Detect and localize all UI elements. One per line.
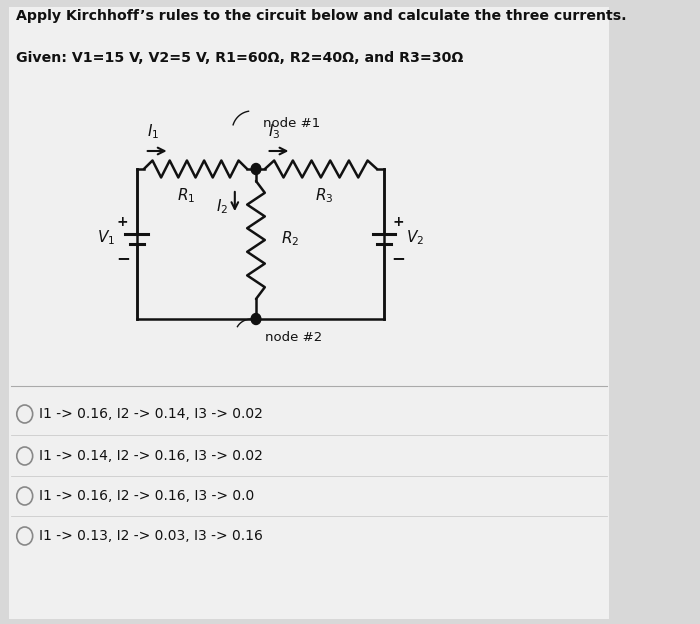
Circle shape xyxy=(251,163,261,175)
Text: Given: V1=15 V, V2=5 V, R1=60Ω, R2=40Ω, and R3=30Ω: Given: V1=15 V, V2=5 V, R1=60Ω, R2=40Ω, … xyxy=(16,51,463,65)
Text: +: + xyxy=(392,215,404,229)
Text: $R_3$: $R_3$ xyxy=(315,186,334,205)
Text: $I_1$: $I_1$ xyxy=(146,122,159,141)
Text: I1 -> 0.16, I2 -> 0.16, I3 -> 0.0: I1 -> 0.16, I2 -> 0.16, I3 -> 0.0 xyxy=(38,489,254,503)
Text: I1 -> 0.13, I2 -> 0.03, I3 -> 0.16: I1 -> 0.13, I2 -> 0.03, I3 -> 0.16 xyxy=(38,529,262,543)
Text: $V_2$: $V_2$ xyxy=(406,228,424,247)
Text: node #1: node #1 xyxy=(263,117,321,130)
Text: Apply Kirchhoff’s rules to the circuit below and calculate the three currents.: Apply Kirchhoff’s rules to the circuit b… xyxy=(16,9,626,23)
Text: $I_2$: $I_2$ xyxy=(216,197,228,216)
Text: −: − xyxy=(391,249,405,267)
Text: $I_3$: $I_3$ xyxy=(268,122,281,141)
Circle shape xyxy=(251,313,261,324)
Text: I1 -> 0.14, I2 -> 0.16, I3 -> 0.02: I1 -> 0.14, I2 -> 0.16, I3 -> 0.02 xyxy=(38,449,262,463)
Text: +: + xyxy=(117,215,129,229)
Text: I1 -> 0.16, I2 -> 0.14, I3 -> 0.02: I1 -> 0.16, I2 -> 0.14, I3 -> 0.02 xyxy=(38,407,262,421)
Text: −: − xyxy=(116,249,130,267)
Text: node #2: node #2 xyxy=(265,331,322,344)
Text: $R_1$: $R_1$ xyxy=(176,186,195,205)
FancyBboxPatch shape xyxy=(9,7,609,619)
Text: $V_1$: $V_1$ xyxy=(97,228,115,247)
Text: $R_2$: $R_2$ xyxy=(281,230,299,248)
